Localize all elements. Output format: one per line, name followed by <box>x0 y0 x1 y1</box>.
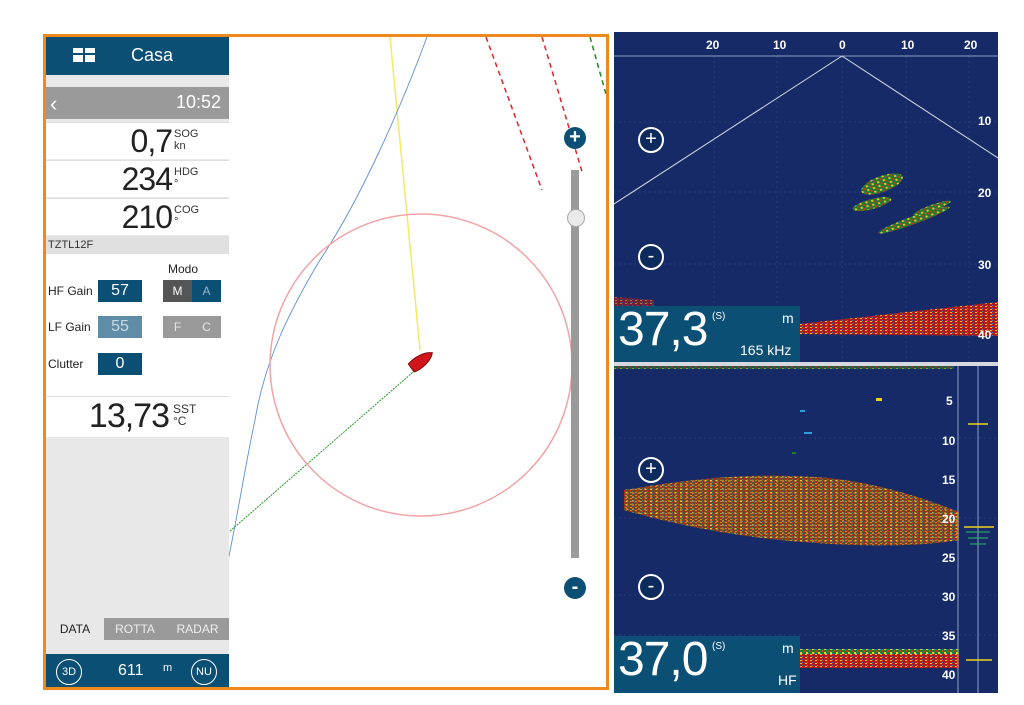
range-value: 611 <box>118 662 144 679</box>
depth-tick: 15 <box>942 473 956 487</box>
depth-tick: 35 <box>942 629 956 643</box>
sidebar-footer: 3D 611 m NU <box>46 654 229 690</box>
scale-tick: 20 <box>964 38 978 52</box>
depth-tick: 40 <box>978 328 992 342</box>
range-unit: m <box>163 662 173 674</box>
sst-readout: 13,73 SST °C <box>46 396 229 437</box>
tab-data[interactable]: DATA <box>46 618 104 640</box>
hf-gain-value[interactable]: 57 <box>98 280 142 302</box>
sounder-controls: Modo HF Gain 57 M A LF Gain 55 F C Clutt… <box>46 254 229 396</box>
tab-radar[interactable]: RADAR <box>176 622 219 636</box>
readout-label: COG ° <box>174 204 200 228</box>
boundary-line <box>589 36 610 106</box>
upper-zoom-in-button[interactable]: + <box>638 127 664 153</box>
zoom-in-button[interactable]: + <box>564 127 586 149</box>
lf-gain-label: LF Gain <box>48 320 91 334</box>
readout-label: HDG ° <box>174 166 199 190</box>
boundary-line <box>485 36 543 191</box>
depth-tick: 20 <box>942 512 956 526</box>
readout-value: 210 <box>121 199 173 235</box>
sonar-echo-display <box>614 55 998 693</box>
depth-tick: 20 <box>978 186 992 200</box>
clock-time: 10:52 <box>175 92 221 112</box>
depth-tick: 40 <box>942 668 956 682</box>
mode-label: Modo <box>168 262 199 276</box>
device-name: TZTL12F <box>46 236 229 254</box>
track-line <box>204 36 428 656</box>
depth-source-marker: (S) <box>712 311 726 322</box>
frequency-label: HF <box>778 672 797 688</box>
depth-source-marker: (S) <box>712 641 726 652</box>
readout-label: SOG kn <box>174 128 199 152</box>
scale-tick: 10 <box>901 38 915 52</box>
time-bar: ‹ 10:52 <box>46 87 229 119</box>
readout-value: 0,7 <box>130 123 173 159</box>
lf-gain-value[interactable]: 55 <box>98 316 142 338</box>
depth-tick: 10 <box>978 114 992 128</box>
hf-mode-auto[interactable]: A <box>192 280 221 302</box>
sidebar-header[interactable]: Casa <box>46 37 229 75</box>
scale-tick: 10 <box>773 38 787 52</box>
depth-tick: 10 <box>942 434 956 448</box>
lf-mode-c[interactable]: C <box>192 316 221 338</box>
frequency-label: 165 kHz <box>740 342 792 358</box>
depth-tick: 30 <box>942 590 956 604</box>
depth-unit: m <box>782 310 794 326</box>
hf-gain-label: HF Gain <box>48 284 93 298</box>
layout-grid-icon[interactable] <box>73 48 95 62</box>
data-sidebar: Casa ‹ 10:52 0,7 SOG kn 234 HDG ° 210 COG °… <box>46 37 229 690</box>
lf-mode-f[interactable]: F <box>163 316 192 338</box>
sonar-panel[interactable]: 20 10 0 10 20 10 20 30 40 + - 37,3 (S) m… <box>614 32 998 693</box>
depth-value: 37,0 <box>618 633 708 686</box>
heading-line <box>389 36 421 351</box>
sidebar-tabs: DATA ROTTA RADAR <box>46 618 229 640</box>
hf-mode-toggle[interactable]: M A <box>163 280 221 302</box>
north-up-button[interactable]: NU <box>191 659 217 685</box>
tab-rotta[interactable]: ROTTA <box>115 622 155 636</box>
sog-readout: 0,7 SOG kn <box>46 122 229 159</box>
3d-view-button[interactable]: 3D <box>56 659 82 685</box>
zoom-out-button[interactable]: - <box>564 577 586 599</box>
depth-tick: 30 <box>978 258 992 272</box>
clutter-label: Clutter <box>48 357 84 371</box>
readout-value: 13,73 <box>88 397 170 435</box>
scale-tick: 0 <box>839 38 846 52</box>
readout-value: 234 <box>121 161 173 197</box>
scale-tick: 20 <box>706 38 720 52</box>
depth-tick: 5 <box>946 394 953 408</box>
lower-zoom-in-button[interactable]: + <box>638 457 664 483</box>
page-title: Casa <box>131 45 174 65</box>
upper-depth-readout: 37,3 (S) m 165 kHz <box>614 303 800 362</box>
depth-tick: 25 <box>942 551 956 565</box>
lower-depth-readout: 37,0 (S) m HF <box>614 633 800 693</box>
back-chevron-icon[interactable]: ‹ <box>50 91 58 116</box>
clutter-value[interactable]: 0 <box>98 353 142 375</box>
boat-icon[interactable] <box>407 348 436 373</box>
hdg-readout: 234 HDG ° <box>46 160 229 197</box>
lf-mode-toggle[interactable]: F C <box>163 316 221 338</box>
upper-zoom-out-button[interactable]: - <box>638 244 664 270</box>
hf-mode-manual[interactable]: M <box>163 280 192 302</box>
lower-zoom-out-button[interactable]: - <box>638 574 664 600</box>
zoom-slider[interactable] <box>571 170 579 558</box>
cog-readout: 210 COG ° <box>46 198 229 235</box>
depth-value: 37,3 <box>618 303 708 356</box>
depth-unit: m <box>782 640 794 656</box>
readout-label: SST °C <box>173 402 197 428</box>
boundary-line <box>541 36 584 176</box>
zoom-slider-handle[interactable] <box>567 208 585 227</box>
